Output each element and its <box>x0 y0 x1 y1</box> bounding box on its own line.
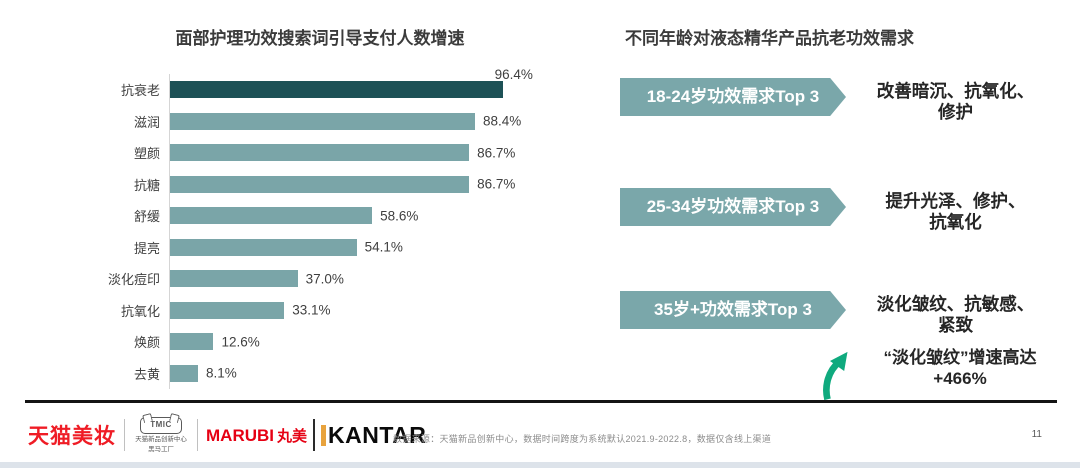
tmic-name: 天猫新品创新中心 <box>135 436 187 443</box>
bar <box>170 81 503 98</box>
age-group-arrow-label: 35岁+功效需求Top 3 <box>620 291 846 329</box>
bar-value-label: 88.4% <box>482 113 522 129</box>
bar-row: 舒缓 58.6% <box>35 200 515 232</box>
logo-separator <box>124 419 125 451</box>
bar-category-label: 去黄 <box>133 366 160 382</box>
marubi-logo: MARUBI 丸美 <box>206 425 307 446</box>
bar-chart: 抗衰老 96.4% 滋润 88.4% 塑颜 86.7% 抗糖 <box>35 67 533 389</box>
bar <box>170 207 373 224</box>
tmic-cat-icon: TMIC <box>140 416 182 434</box>
bar-value-label: 33.1% <box>292 302 331 318</box>
bar-category-label: 塑颜 <box>133 146 160 162</box>
growth-note: “淡化皱纹”增速高达 +466% <box>818 347 1060 406</box>
age-group-row-35plus: 35岁+功效需求Top 3 淡化皱纹、抗敏感、 紧致 <box>620 291 1053 337</box>
bar-track: 86.7% <box>169 168 516 200</box>
bar-category-label: 抗衰老 <box>120 83 160 99</box>
bar-value-label: 37.0% <box>305 271 344 287</box>
bar-row: 抗糖 86.7% <box>35 168 516 200</box>
left-chart-title: 面部护理功效搜索词引导支付人数增速 <box>175 29 465 48</box>
bar-row: 焕颜 12.6% <box>35 326 515 358</box>
age-group-row-25-34: 25-34岁功效需求Top 3 提升光泽、修护、 抗氧化 <box>620 188 1053 234</box>
bar <box>170 270 298 287</box>
data-source-note: 数据来源：天猫新品创新中心，数据时间跨度为系统默认2021.9-2022.8，数… <box>393 434 772 444</box>
growth-note-text: “淡化皱纹”增速高达 +466% <box>883 348 1037 389</box>
bar-track: 8.1% <box>169 357 515 389</box>
bar-row: 淡化痘印 37.0% <box>35 263 515 295</box>
bar-row: 去黄 8.1% <box>35 357 515 389</box>
bar <box>170 333 214 350</box>
bar-track: 86.7% <box>169 137 515 169</box>
bar-value-label: 8.1% <box>205 365 237 381</box>
bar <box>170 112 475 130</box>
bar-category-label: 淡化痘印 <box>107 272 160 288</box>
age-group-arrow-label: 18-24岁功效需求Top 3 <box>620 78 846 116</box>
bar-track: 96.4% <box>169 67 533 106</box>
bar-track: 12.6% <box>169 326 515 358</box>
bar-track: 37.0% <box>169 263 515 295</box>
logo-separator <box>197 419 198 451</box>
age-group-arrow-label: 25-34岁功效需求Top 3 <box>620 188 846 226</box>
tmic-subname: 黑马工厂 <box>148 445 174 453</box>
right-panel-title: 不同年龄对液态精华产品抗老功效需求 <box>625 29 914 48</box>
bar-category-label: 舒缓 <box>133 209 160 225</box>
age-group-needs: 改善暗沉、抗氧化、 修护 <box>876 81 1035 123</box>
bar-value-label: 12.6% <box>221 334 260 350</box>
bar <box>170 175 470 193</box>
bar-track: 58.6% <box>169 200 515 232</box>
bar-value-label: 86.7% <box>477 145 516 161</box>
marubi-en: MARUBI <box>206 425 274 445</box>
kantar-logo: KANTAR <box>321 422 426 449</box>
tmic-logo: TMIC 天猫新品创新中心 黑马工厂 <box>133 416 189 453</box>
bar-row: 提亮 54.1% <box>35 231 515 263</box>
bar-category-label: 提亮 <box>133 240 160 256</box>
bar-track: 54.1% <box>169 231 515 263</box>
growth-up-arrow-icon <box>818 351 852 406</box>
bar-category-label: 抗糖 <box>133 177 160 193</box>
bar-category-label: 抗氧化 <box>120 303 160 319</box>
kantar-text: KANTAR <box>328 421 427 448</box>
bar-row: 抗氧化 33.1% <box>35 294 515 326</box>
bar <box>170 364 198 382</box>
tmall-beauty-logo: 天猫美妆 <box>28 425 116 448</box>
age-group-row-18-24: 18-24岁功效需求Top 3 改善暗沉、抗氧化、 修护 <box>620 78 1053 124</box>
page-number: 11 <box>1031 429 1042 440</box>
bar-value-label: 96.4% <box>494 67 533 82</box>
footer-divider <box>25 400 1057 403</box>
bar-value-label: 86.7% <box>477 176 516 192</box>
logo-separator <box>313 419 316 451</box>
bar <box>170 144 470 161</box>
bar-row: 抗衰老 96.4% <box>35 67 533 106</box>
logo-strip: 天猫美妆 TMIC 天猫新品创新中心 黑马工厂 MARUBI 丸美 KANTAR <box>28 411 426 459</box>
bar-category-label: 滋润 <box>133 114 160 130</box>
kantar-gold-bar <box>321 424 327 446</box>
bottom-edge-strip <box>0 462 1080 468</box>
bar-value-label: 54.1% <box>364 239 403 255</box>
bar <box>170 301 285 319</box>
bar-track: 33.1% <box>169 294 515 326</box>
bar-track: 88.4% <box>169 105 521 137</box>
age-group-needs: 提升光泽、修护、 抗氧化 <box>885 191 1026 233</box>
marubi-cn: 丸美 <box>277 427 308 445</box>
bar-row: 滋润 88.4% <box>35 105 521 137</box>
bar-category-label: 焕颜 <box>133 335 160 351</box>
bar <box>170 238 357 256</box>
age-group-needs: 淡化皱纹、抗敏感、 紧致 <box>876 294 1035 336</box>
bar-value-label: 58.6% <box>380 208 419 224</box>
bar-row: 塑颜 86.7% <box>35 137 515 169</box>
